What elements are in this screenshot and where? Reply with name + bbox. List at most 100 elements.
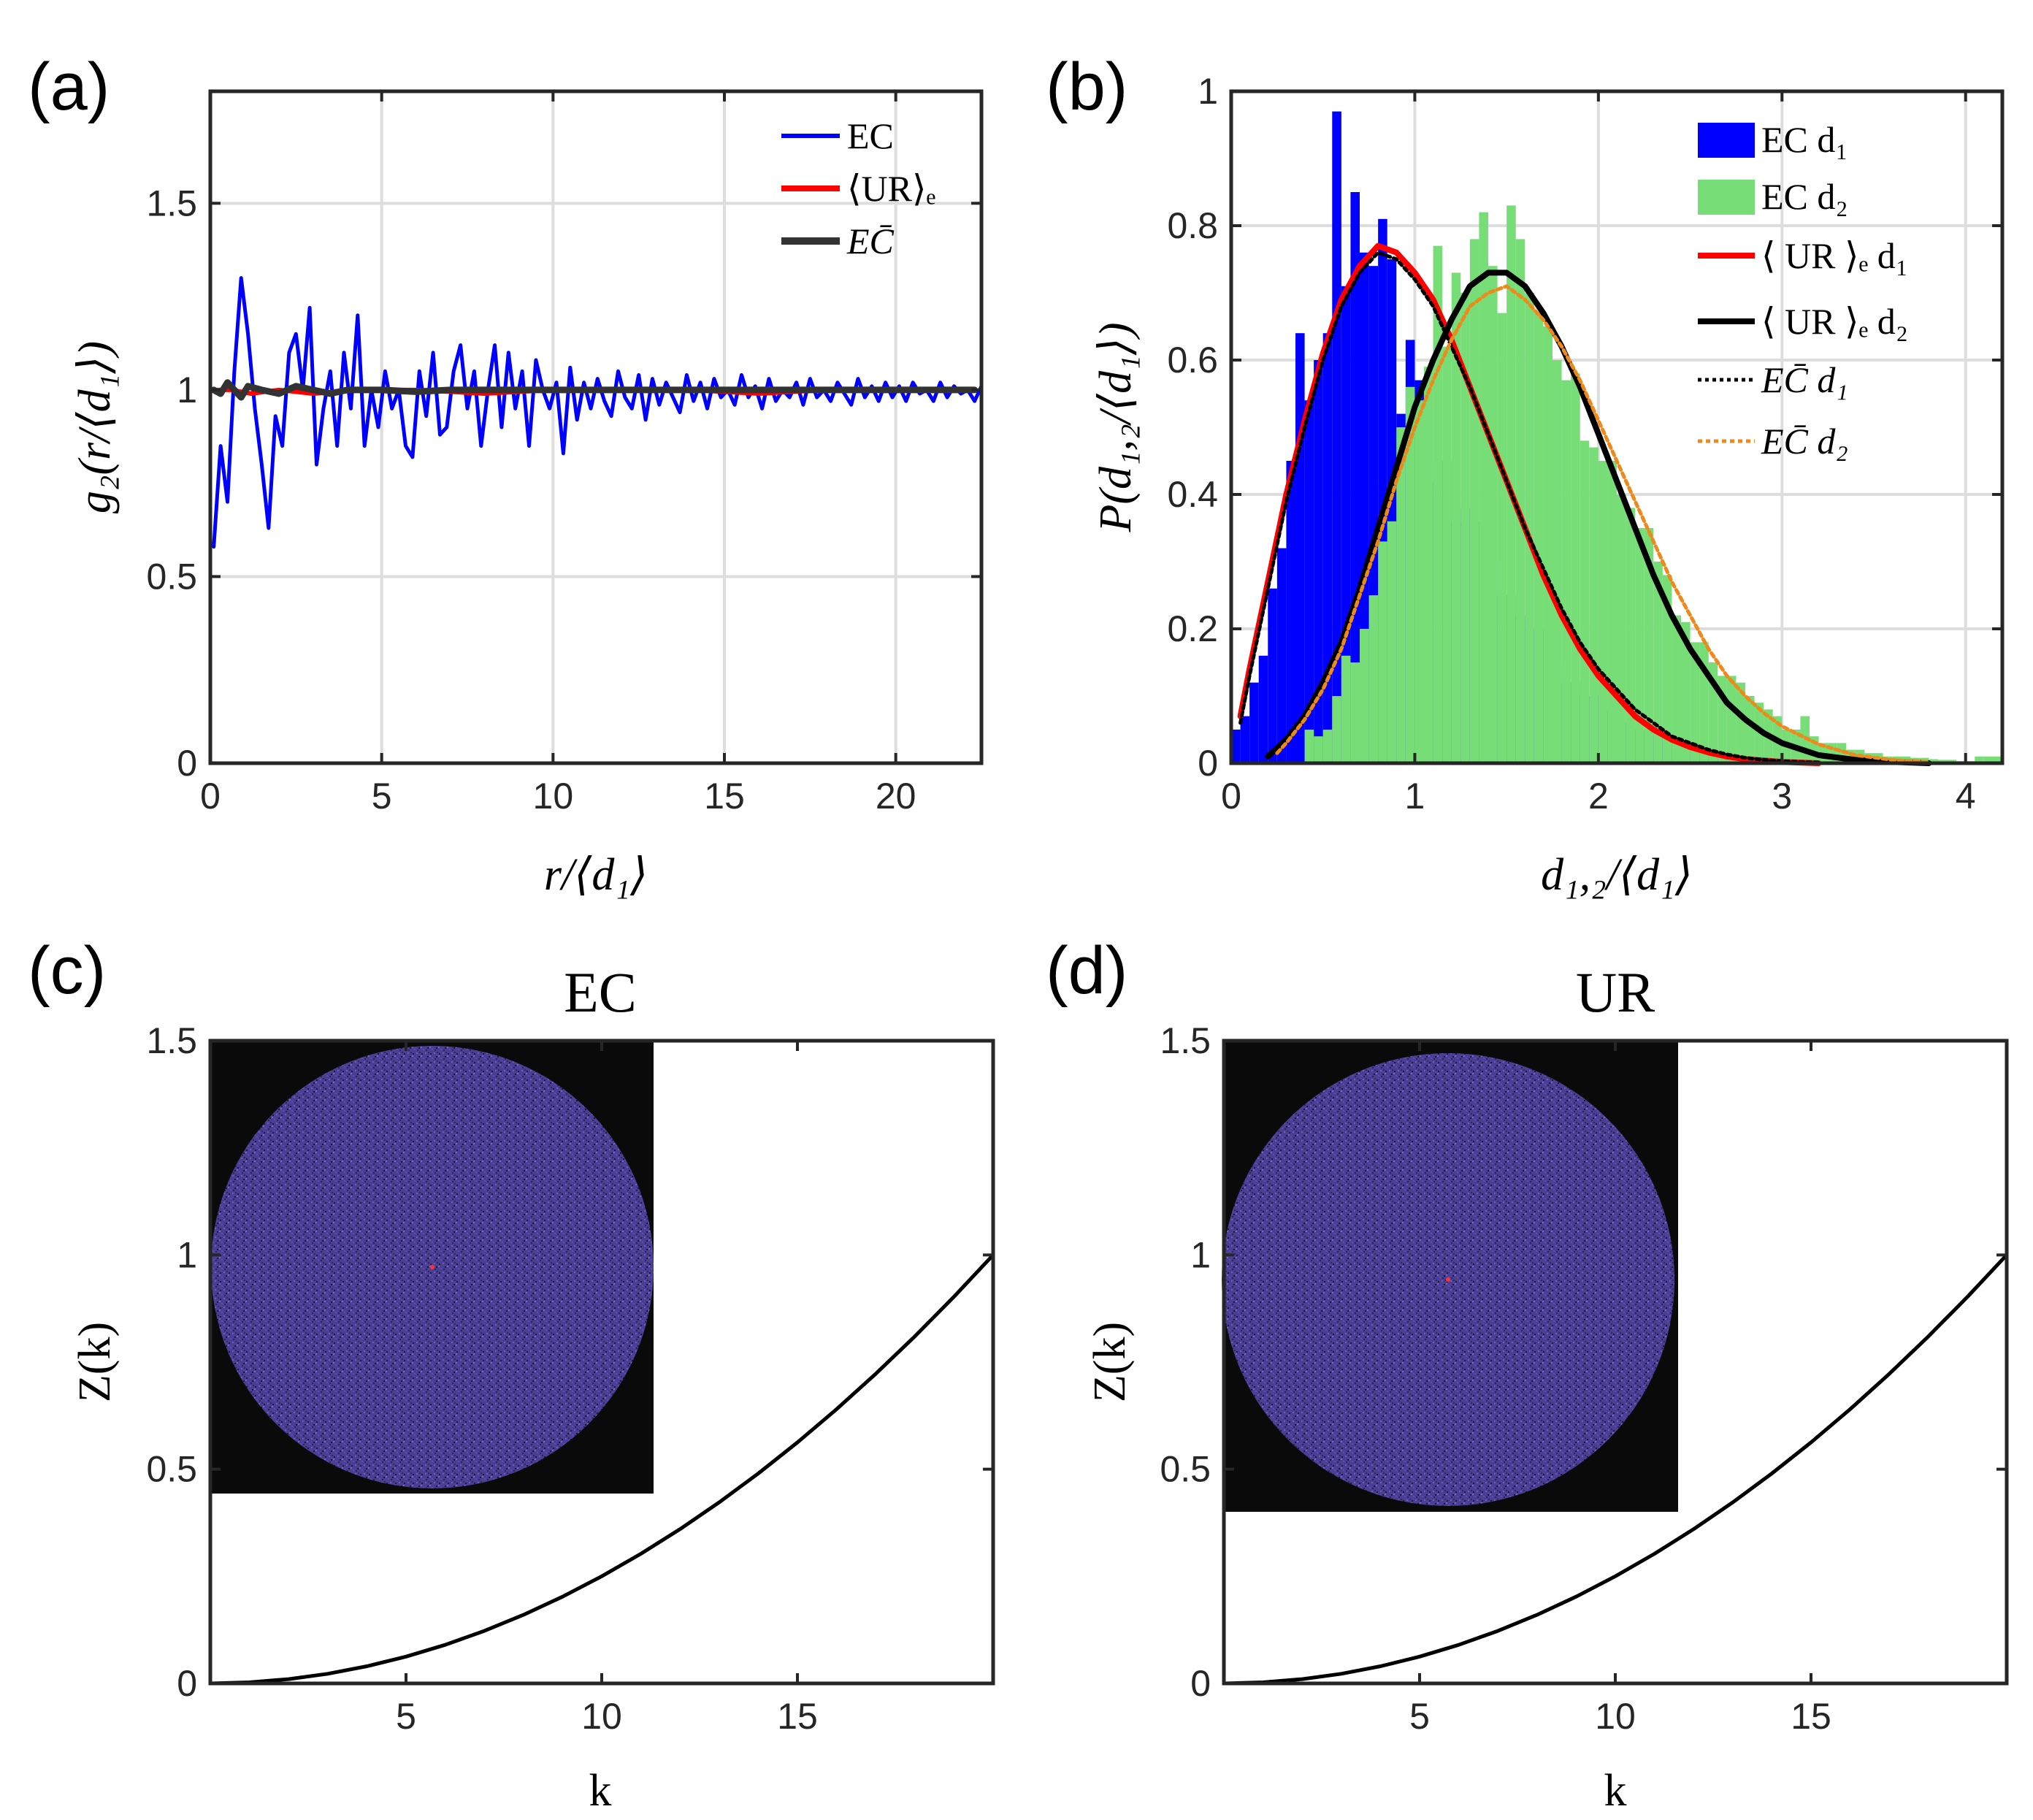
y-tick-label: 0.4 (1167, 474, 1218, 515)
histogram-bar (1607, 461, 1617, 763)
histogram-bar (1929, 759, 1938, 763)
histogram-bar (1341, 655, 1351, 763)
panel-b-axes-box (1229, 89, 2005, 765)
histogram-bar (1286, 461, 1295, 763)
legend-label-ec-d2: EC d₂ (1761, 176, 1848, 217)
histogram-bar (1662, 575, 1672, 763)
x-tick-label: 15 (1791, 1696, 1831, 1737)
inset-c-center-dot (430, 1265, 434, 1269)
histogram-bar (1726, 676, 1737, 763)
histogram-bar (1561, 380, 1571, 763)
panel-b-xlabel: d₁,₂/⟨d₁⟩ (1541, 850, 1693, 900)
panel-d-chart: 5 10 15 0 0.5 1 1.5 k Z(k) (1085, 1020, 2009, 1816)
x-tick-label: 10 (533, 776, 574, 817)
panel-c-chart: 5 10 15 0 0.5 1 1.5 k Z(k) (70, 1020, 995, 1816)
histogram-bar (1506, 205, 1516, 763)
y-tick-label: 1.5 (146, 1020, 197, 1061)
histogram-bar (1332, 111, 1341, 764)
legend-swatch-ec-d2 (1698, 180, 1755, 215)
y-tick-label: 0 (1198, 743, 1218, 784)
x-tick-label: 10 (1595, 1696, 1636, 1737)
series-line (210, 379, 979, 401)
series-line (1222, 1253, 2009, 1686)
x-tick-label: 0 (200, 776, 221, 817)
panel-b-legend: EC d₁ EC d₂ ⟨ UR ⟩ₑ d₁ ⟨ UR ⟩ₑ d₂ EC̄ d₁… (1698, 119, 1908, 462)
histogram-bar (1525, 293, 1534, 763)
panel-c-ylabel: Z(k) (70, 1322, 120, 1402)
x-tick-label: 5 (372, 776, 392, 817)
histogram-bar (1745, 696, 1755, 763)
panel-c-xlabel: k (589, 1766, 612, 1816)
panel-d-xlabel: k (1604, 1766, 1627, 1816)
x-tick-label: 5 (1409, 1696, 1430, 1737)
histogram-bar (1405, 386, 1415, 763)
legend-label-ur-d2: ⟨ UR ⟩ₑ d₂ (1761, 301, 1908, 342)
histogram-bar (1626, 508, 1636, 763)
histogram-bar (1617, 494, 1626, 763)
x-tick-label: 4 (1956, 776, 1976, 817)
legend-label-ur-d1: ⟨ UR ⟩ₑ d₁ (1761, 235, 1908, 276)
series-line (208, 1253, 995, 1686)
histogram-bar (1552, 360, 1562, 763)
x-tick-label: 10 (581, 1696, 622, 1737)
histogram-bar (1975, 756, 1984, 763)
histogram-bar (1322, 333, 1333, 763)
legend-label-ecbar-d1: EC̄ d₁ (1761, 359, 1848, 400)
histogram-bar (1424, 367, 1433, 763)
y-tick-label: 0 (177, 743, 197, 784)
legend-swatch-ec-d1 (1698, 123, 1755, 158)
series-line (212, 276, 984, 549)
histogram-bar (1295, 333, 1305, 763)
x-tick-label: 5 (396, 1696, 416, 1737)
y-tick-label: 1.5 (1160, 1020, 1211, 1061)
histogram-bar (1983, 756, 1994, 763)
panel-label-b: (b) (1046, 50, 1127, 124)
ec-point-pattern-inset (211, 1041, 654, 1494)
histogram-bar (1368, 595, 1379, 763)
histogram-bar (1635, 528, 1645, 763)
histogram-bar (1993, 756, 2002, 763)
y-tick-label: 0 (1190, 1663, 1211, 1704)
histogram-bar (1736, 682, 1745, 763)
panel-a-legend: EC ⟨UR⟩ₑ EC̄ (781, 115, 935, 261)
histogram-bar (1690, 642, 1700, 763)
histogram-bar (1515, 239, 1525, 763)
panel-d-ylabel: Z(k) (1085, 1322, 1135, 1402)
y-tick-label: 1 (177, 370, 197, 410)
legend-label-ec: EC (847, 115, 894, 156)
histogram-bar (1258, 655, 1268, 763)
histogram-bar (1268, 588, 1277, 763)
histogram-bar (1469, 239, 1479, 763)
histogram-bar (1304, 730, 1314, 763)
x-tick-label: 15 (777, 1696, 818, 1737)
x-tick-label: 0 (1221, 776, 1241, 817)
histogram-bar (1644, 528, 1654, 763)
y-tick-label: 1 (1198, 71, 1218, 112)
y-tick-label: 0.5 (146, 556, 197, 597)
histogram-bar (1387, 521, 1397, 763)
x-tick-label: 2 (1588, 776, 1609, 817)
panel-b-ylabel: P(d₁,₂/⟨d₁⟩) (1091, 323, 1141, 533)
histogram-bar (1543, 326, 1552, 763)
y-tick-label: 1.5 (146, 183, 197, 223)
histogram-bar (1396, 427, 1406, 763)
ur-point-pattern-inset (1222, 1041, 1678, 1512)
histogram-bar (1442, 346, 1452, 764)
panel-a-chart: 0 5 10 15 20 0 0.5 1 1.5 r/⟨d₁⟩ g₂(r/⟨d₁⟩) EC ⟨U… (70, 89, 984, 900)
y-tick-label: 0.8 (1167, 205, 1218, 246)
panel-label-d: (d) (1046, 933, 1127, 1008)
histogram-bar (1479, 212, 1488, 764)
y-tick-label: 1 (177, 1234, 197, 1275)
inset-d-center-dot (1446, 1277, 1450, 1282)
y-tick-label: 0.2 (1167, 608, 1218, 649)
legend-label-ur: ⟨UR⟩ₑ (847, 168, 935, 209)
panel-label-a: (a) (28, 50, 110, 124)
histogram-bar (1414, 400, 1424, 763)
histogram-bar (1534, 313, 1544, 764)
histogram-bar (1580, 440, 1590, 763)
histogram-bar (1350, 662, 1360, 763)
series-line (1238, 251, 1821, 765)
histogram-bar (1598, 461, 1608, 763)
histogram-bar (1322, 730, 1333, 763)
